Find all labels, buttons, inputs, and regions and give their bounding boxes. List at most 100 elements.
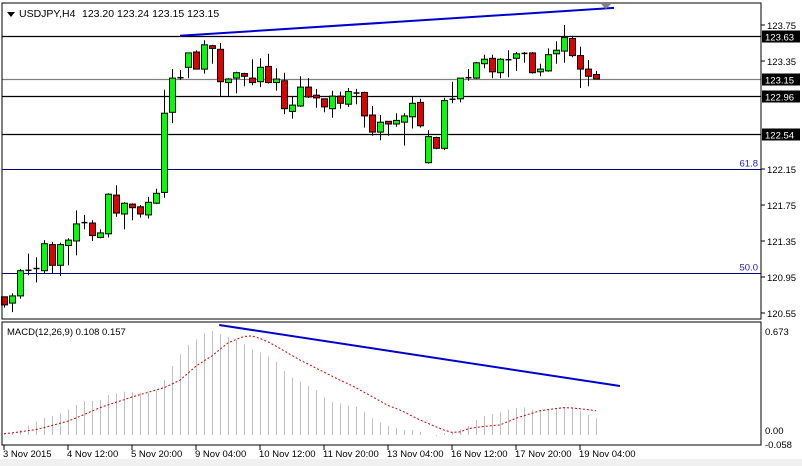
candle-body-bear: [385, 120, 392, 125]
candle-body-bull: [41, 243, 48, 272]
candle-body-bull: [121, 202, 128, 215]
price-label-box: [762, 128, 800, 141]
candle-body-bull: [201, 44, 208, 70]
macd-trendline: [219, 324, 621, 388]
candle: [137, 205, 144, 218]
candle: [57, 242, 64, 277]
candle-body-bear: [489, 57, 496, 73]
candle-body-bull: [393, 119, 400, 125]
fibo-level-label: 61.8: [740, 159, 759, 170]
candle: [209, 44, 216, 64]
macd-signal-line: [3, 335, 597, 435]
candle: [297, 76, 304, 107]
candle-body-bear: [129, 203, 136, 209]
candle-body-bear: [577, 55, 584, 70]
chart-shift-marker-icon[interactable]: [601, 4, 611, 9]
candle-body-bull: [65, 239, 72, 247]
candle-body-bear: [305, 86, 312, 98]
candle-body-bull: [257, 66, 264, 83]
status-strip: [0, 459, 802, 466]
candle-body-bear: [321, 98, 328, 108]
candle-body-bull: [545, 54, 552, 72]
candle: [113, 185, 120, 217]
candle-body-bull: [153, 192, 160, 204]
macd-panel[interactable]: [3, 324, 621, 436]
candle-body-bear: [433, 137, 440, 149]
time-tick-label: 4 Nov 12:00: [67, 449, 118, 460]
price-panel-frame: [1, 2, 762, 320]
candle: [129, 203, 136, 221]
candle: [153, 188, 160, 205]
candle: [185, 52, 192, 79]
candle: [337, 91, 344, 109]
candle-body-bear: [529, 52, 536, 74]
dropdown-triangle-icon[interactable]: [7, 12, 15, 17]
candle-body-bull: [425, 136, 432, 164]
time-tick-label: 17 Nov 20:00: [515, 449, 572, 460]
candle-body-bull: [161, 112, 168, 193]
candle-body-bull: [561, 37, 568, 52]
candle: [553, 41, 560, 64]
candle-body-bull: [377, 121, 384, 133]
candle: [121, 202, 128, 230]
candle-body-bull: [401, 115, 408, 123]
candle: [401, 113, 408, 146]
price-label-box: [762, 90, 800, 103]
candle: [369, 106, 376, 136]
ohlc-readout: 123.20 123.24 123.15 123.15: [82, 8, 219, 20]
candle-body-bull: [105, 193, 112, 235]
candle-body-bull: [233, 72, 240, 79]
macd-title: MACD(12,26,9) 0.108 0.157: [7, 327, 126, 338]
candle-body-bull: [345, 91, 352, 105]
candle: [585, 60, 592, 87]
time-tick-label: 13 Nov 04:00: [387, 449, 444, 460]
candle-body-bull: [273, 78, 280, 84]
candle: [497, 58, 504, 79]
candle: [481, 54, 488, 69]
price-tick-label: 121.35: [767, 237, 796, 248]
candle: [561, 25, 568, 63]
candle: [281, 72, 288, 115]
candle-body-bull: [513, 53, 520, 59]
price-line-label: 122.54: [765, 131, 794, 142]
candle-body-bull: [537, 68, 544, 73]
candle-body-bear: [265, 65, 272, 84]
candle: [529, 52, 536, 74]
candle: [353, 88, 360, 105]
time-tick-label: 10 Nov 12:00: [259, 449, 316, 460]
candle: [25, 253, 32, 276]
candle: [17, 268, 24, 299]
time-tick-label: 9 Nov 04:00: [195, 449, 246, 460]
candle: [201, 40, 208, 74]
candle-body-bear: [241, 73, 248, 77]
candle-body-bear: [249, 77, 256, 84]
candle: [161, 89, 168, 198]
candle: [457, 77, 464, 103]
candle: [33, 257, 40, 283]
price-line-label: 123.15: [765, 76, 794, 87]
price-line-label: 123.63: [765, 33, 794, 44]
price-tick-label: 121.75: [767, 201, 796, 212]
candle-body-bear: [137, 206, 144, 215]
candle: [521, 52, 528, 63]
candle: [305, 78, 312, 98]
candle-body-bull: [169, 77, 176, 113]
candle: [65, 238, 72, 266]
candle: [537, 63, 544, 77]
candle-body-bear: [361, 92, 368, 117]
time-tick-label: 16 Nov 12:00: [451, 449, 508, 460]
candle-body-bull: [17, 270, 24, 297]
candle: [513, 52, 520, 71]
candle: [97, 229, 104, 239]
candle: [409, 96, 416, 129]
candle-body-bear: [313, 94, 320, 99]
price-label-box: [762, 73, 800, 86]
price-panel[interactable]: 61.8 50.0: [1, 6, 762, 313]
candle-body-bear: [369, 114, 376, 133]
candle-body-bull: [145, 201, 152, 216]
candle: [313, 88, 320, 108]
candle: [545, 48, 552, 72]
candle: [361, 91, 368, 128]
